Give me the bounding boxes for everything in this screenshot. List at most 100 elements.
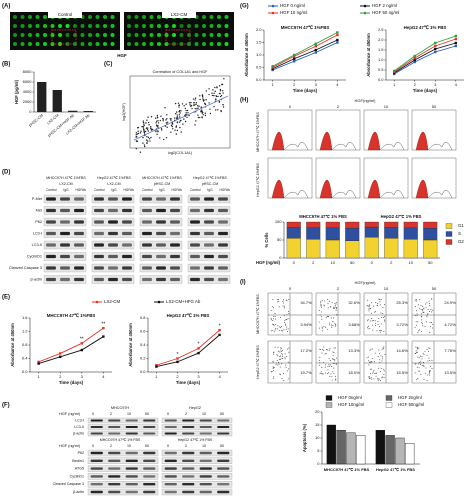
scatter-dot (186, 109, 189, 112)
label: 32.6% (348, 300, 360, 305)
label: CyclinD1 (70, 474, 84, 478)
dotplot-dot (272, 307, 274, 309)
scatter-dot (218, 92, 221, 95)
dotplot-dot (367, 328, 369, 330)
scatter-dot (166, 118, 168, 120)
blot-band (122, 243, 132, 247)
scatter-dot (204, 103, 206, 105)
panel-label: (A) (2, 4, 10, 10)
array-spot (28, 24, 32, 28)
dotplot-dot (379, 331, 381, 333)
x-axis-label: Time (days) (176, 380, 201, 385)
dotplot-dot (278, 300, 280, 302)
label: pHSC-CM (154, 182, 170, 186)
blot-band (46, 266, 56, 270)
label: HGF (ng/ml) (59, 444, 81, 448)
dotplot-dot (424, 325, 426, 327)
array-spot (65, 33, 70, 37)
x-tick-label: HepG2 47℃ 1% FBS (376, 467, 415, 472)
label: 0 (92, 444, 94, 448)
dotplot-dot (417, 377, 419, 379)
point (271, 65, 274, 68)
dotplot-dot (423, 311, 425, 313)
scatter-dot (182, 123, 184, 125)
dotplot-dot (334, 378, 336, 380)
scatter-dot (143, 131, 146, 133)
array-spot (224, 42, 229, 46)
dotplot-dot (329, 324, 331, 326)
blot-band (74, 254, 84, 259)
scatter-dot (179, 112, 181, 114)
dotplot-dot (288, 378, 290, 380)
blot-band (182, 483, 195, 486)
x-tick-label: 3 (81, 374, 84, 379)
dotplot-dot (327, 303, 329, 305)
bar (385, 435, 395, 465)
blot-band (204, 208, 214, 213)
dotplot-dot (371, 318, 373, 320)
blot-band (125, 451, 138, 455)
blot-band (199, 483, 212, 486)
dotplot-dot (280, 317, 282, 319)
dotplot-dot (272, 366, 274, 368)
dotplot-dot (419, 329, 421, 331)
dotplot-dot (418, 370, 420, 372)
dotplot-dot (375, 372, 377, 374)
point (336, 38, 339, 42)
x-tick-label: 10 (331, 260, 336, 265)
panel-label: (F) (2, 403, 10, 409)
legend-marker (95, 300, 99, 304)
blot-band (90, 459, 103, 462)
label: β-actin (31, 278, 42, 282)
blot-strip (161, 457, 233, 464)
dotplot-dot (327, 328, 329, 330)
array-spot (224, 24, 229, 28)
dotplot-dot (420, 361, 422, 363)
dotplot-dot (382, 376, 384, 378)
scatter-dot (222, 104, 224, 106)
dotplot-dot (277, 355, 279, 357)
dotplot-dot (324, 366, 326, 368)
y-axis-label: Absorbance at 450nm (366, 33, 371, 77)
dotplot-dot (414, 363, 416, 365)
scatter-dot (180, 110, 182, 112)
dotplot-dot (423, 308, 425, 310)
point (176, 357, 179, 360)
scatter-dot (171, 123, 174, 125)
point (434, 50, 437, 54)
dotplot-dot (320, 371, 322, 373)
dotplot-dot (383, 370, 385, 372)
dotplot-dot (368, 364, 370, 366)
x-tick-label: 3 (197, 374, 200, 379)
array-spot (13, 33, 17, 37)
array-spot (103, 42, 107, 46)
blot-band (217, 483, 230, 486)
blot-strip (161, 449, 233, 457)
scatter-dot (142, 142, 144, 144)
blot-band (190, 231, 200, 236)
blot-band (164, 419, 177, 422)
dotplot-dot (283, 299, 285, 301)
scatter-dot (204, 114, 207, 117)
bar (326, 424, 336, 465)
dotplot-dot (369, 304, 371, 306)
dotplot-dot (372, 329, 374, 331)
point (336, 31, 339, 34)
bar (405, 443, 415, 465)
blot-band (142, 254, 152, 259)
array-spot (224, 15, 229, 19)
dotplot-dot (285, 299, 287, 301)
dotplot-dot (376, 304, 378, 306)
dotplot-dot (382, 306, 384, 308)
dotplot-dot (429, 321, 431, 323)
scatter-dot (170, 124, 173, 127)
point (80, 348, 83, 352)
label: 4.72% (444, 322, 456, 327)
label: MHCC97H 47℃ 1%FBS (256, 294, 260, 334)
scatter-dot (166, 126, 168, 129)
dotplot-dot (283, 307, 285, 309)
dotplot-dot (272, 329, 274, 331)
scatter-dot (135, 147, 138, 150)
blot-strip (87, 465, 159, 472)
dotplot-dot (423, 379, 425, 381)
